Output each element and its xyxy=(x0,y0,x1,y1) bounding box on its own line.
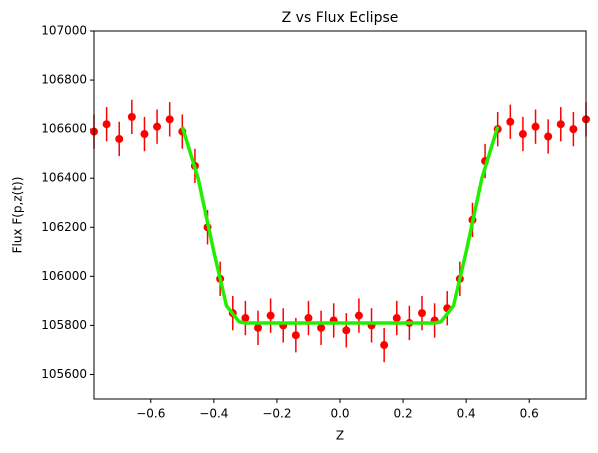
data-point xyxy=(291,331,300,340)
data-point xyxy=(102,120,111,129)
x-tick-label: −0.4 xyxy=(199,407,228,421)
chart-title: Z vs Flux Eclipse xyxy=(282,10,399,26)
y-tick-label: 106400 xyxy=(41,171,87,185)
data-point xyxy=(127,112,136,121)
data-point xyxy=(153,122,162,131)
data-point xyxy=(115,134,124,143)
y-tick-label: 107000 xyxy=(41,24,87,38)
x-tick-label: −0.6 xyxy=(136,407,165,421)
plot-frame xyxy=(93,30,587,400)
data-point xyxy=(304,314,313,323)
model-line xyxy=(180,126,500,325)
data-point xyxy=(254,323,262,332)
data-point xyxy=(354,311,363,320)
y-tick-label: 106600 xyxy=(41,122,87,136)
data-point xyxy=(266,311,275,320)
data-point xyxy=(569,125,578,134)
x-axis-label: Z xyxy=(336,429,344,443)
data-point xyxy=(317,323,326,332)
data-point xyxy=(241,314,250,323)
x-tick-label: −0.2 xyxy=(262,407,291,421)
data-point xyxy=(392,314,401,323)
x-tick-label: 0.4 xyxy=(457,407,476,421)
data-point xyxy=(556,120,565,129)
data-point xyxy=(544,132,553,141)
data-point xyxy=(342,326,351,335)
y-tick-label: 105800 xyxy=(41,318,87,332)
data-point xyxy=(418,309,426,318)
x-tick-label: 0.6 xyxy=(520,407,539,421)
x-tick-label: 0.0 xyxy=(330,407,349,421)
y-axis-label: Flux F(p,z(t)) xyxy=(11,177,25,254)
y-tick-label: 106200 xyxy=(41,220,87,234)
data-point xyxy=(531,122,540,131)
y-tick-label: 106800 xyxy=(41,73,87,87)
data-point xyxy=(140,130,149,139)
data-point xyxy=(380,341,389,350)
y-tick-label: 106000 xyxy=(41,269,87,283)
y-tick-label: 105600 xyxy=(41,367,87,381)
data-point xyxy=(165,115,174,124)
data-point xyxy=(518,130,527,139)
x-tick-label: 0.2 xyxy=(394,407,413,421)
data-point xyxy=(506,117,515,126)
